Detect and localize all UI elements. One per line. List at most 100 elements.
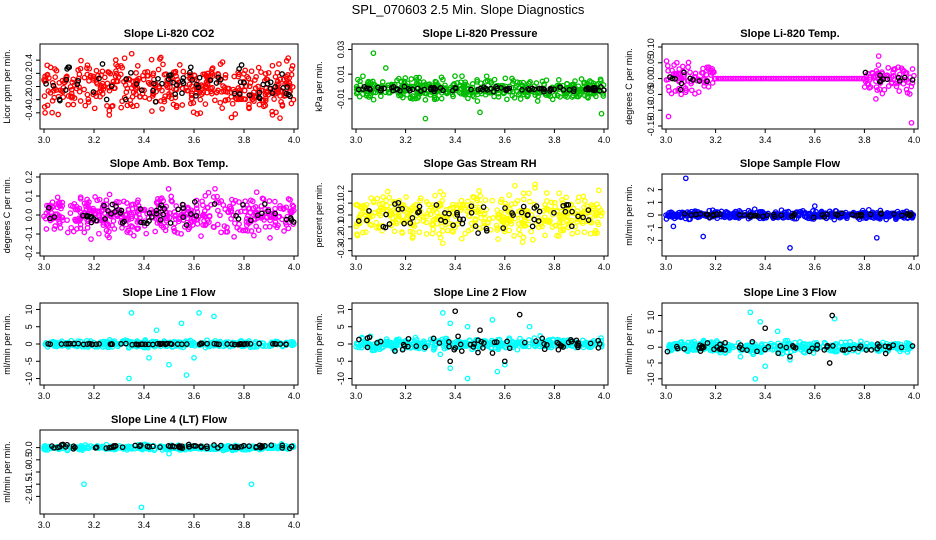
data-point-selected bbox=[47, 341, 54, 348]
data-point-selected bbox=[364, 217, 370, 224]
data-point-all bbox=[149, 108, 155, 114]
data-point-all bbox=[464, 82, 470, 89]
data-point-all bbox=[121, 198, 127, 205]
data-point-selected bbox=[585, 217, 592, 223]
data-point-outlier bbox=[370, 50, 377, 57]
data-point-outlier bbox=[665, 113, 672, 120]
data-point-all bbox=[424, 87, 431, 94]
data-point-selected bbox=[238, 340, 244, 347]
data-point-all bbox=[155, 66, 162, 73]
data-point-selected bbox=[75, 78, 81, 84]
data-point-all bbox=[222, 72, 229, 78]
data-point-all bbox=[274, 69, 281, 76]
data-point-flat bbox=[818, 75, 825, 82]
data-point-all bbox=[495, 214, 501, 221]
data-point-all bbox=[255, 206, 261, 213]
data-point-all bbox=[99, 80, 106, 87]
panel-3: Slope Li-820 Temp.degrees C per min.3.0 3… bbox=[624, 28, 920, 145]
data-point-all bbox=[428, 339, 435, 346]
data-point-selected bbox=[137, 206, 144, 212]
data-point-all bbox=[584, 93, 591, 100]
data-point-all bbox=[395, 211, 402, 218]
data-point-selected bbox=[123, 340, 129, 347]
data-point-edges bbox=[909, 80, 916, 86]
y-tick-label: 5 bbox=[646, 329, 656, 334]
data-point-selected bbox=[287, 93, 293, 100]
data-point-all bbox=[484, 219, 491, 226]
data-point-outlier bbox=[826, 360, 833, 366]
data-point-selected bbox=[810, 214, 817, 221]
x-tick-label: 3.6 bbox=[499, 262, 512, 272]
data-point-all bbox=[258, 69, 264, 75]
data-point-outlier bbox=[196, 310, 202, 316]
data-point-all bbox=[458, 79, 464, 86]
data-point-selected bbox=[175, 206, 182, 213]
data-point-selected bbox=[113, 203, 119, 210]
data-point-outlier bbox=[382, 65, 389, 71]
y-tick-label: 0.01 bbox=[336, 65, 346, 83]
data-point-selected bbox=[96, 341, 102, 347]
data-point-all bbox=[525, 190, 532, 197]
x-tick-label: 3.0 bbox=[38, 262, 51, 272]
data-point-all bbox=[124, 102, 131, 109]
data-point-all bbox=[403, 194, 409, 200]
data-point-all bbox=[459, 73, 465, 80]
panel-4: Slope Amb. Box Temp.degrees C per min.3.… bbox=[2, 158, 300, 272]
data-point-all bbox=[255, 227, 262, 234]
data-point-edges bbox=[664, 62, 671, 69]
data-point-selected bbox=[544, 342, 550, 348]
data-point-all bbox=[165, 186, 172, 192]
data-point-all bbox=[353, 340, 360, 347]
data-point-selected bbox=[569, 208, 575, 215]
data-point-all bbox=[495, 236, 501, 242]
x-tick-label: 3.8 bbox=[548, 262, 561, 272]
y-tick-label: 0.0 bbox=[24, 80, 34, 93]
data-point-outlier bbox=[477, 109, 483, 116]
data-point-all bbox=[150, 90, 156, 97]
data-point-all bbox=[407, 228, 414, 235]
data-point-all bbox=[220, 202, 227, 208]
data-point-all bbox=[383, 336, 390, 342]
data-point-selected bbox=[193, 213, 200, 219]
x-tick-label: 4.0 bbox=[288, 520, 301, 530]
data-point-all bbox=[204, 204, 211, 211]
x-tick-label: 4.0 bbox=[598, 391, 611, 401]
data-point-selected bbox=[216, 341, 222, 348]
x-tick-label: 3.2 bbox=[88, 262, 101, 272]
data-point-selected bbox=[540, 86, 547, 92]
data-point-all bbox=[574, 229, 581, 236]
y-tick-label: -1 bbox=[646, 224, 656, 232]
data-point-all bbox=[160, 224, 167, 231]
data-point-selected bbox=[529, 85, 536, 92]
y-tick-label: -0.15 bbox=[646, 116, 656, 137]
data-point-selected bbox=[261, 201, 268, 207]
data-point-all bbox=[199, 198, 205, 205]
data-point-selected bbox=[901, 74, 908, 81]
data-point-all bbox=[200, 222, 206, 228]
data-point-all bbox=[180, 211, 187, 218]
data-point-all bbox=[576, 92, 583, 98]
data-point-outlier bbox=[762, 363, 769, 370]
data-point-all bbox=[416, 229, 423, 236]
data-point-edges bbox=[881, 86, 888, 93]
data-point-selected bbox=[405, 335, 412, 342]
x-tick-label: 3.2 bbox=[88, 391, 101, 401]
data-point-all bbox=[134, 219, 141, 225]
data-point-all bbox=[394, 338, 401, 344]
data-point-all bbox=[459, 203, 466, 210]
data-point-flat bbox=[770, 75, 777, 82]
data-point-selected bbox=[909, 77, 916, 83]
data-point-selected bbox=[571, 86, 577, 92]
data-point-all bbox=[161, 96, 167, 103]
data-point-all bbox=[210, 194, 217, 200]
x-tick-label: 4.0 bbox=[288, 262, 301, 272]
data-point-selected bbox=[589, 86, 595, 93]
data-point-selected bbox=[47, 215, 53, 222]
data-point-all bbox=[460, 82, 467, 89]
data-point-all bbox=[85, 99, 92, 105]
data-point-selected bbox=[151, 80, 157, 87]
data-point-all bbox=[533, 80, 540, 86]
data-point-all bbox=[369, 347, 376, 354]
data-point-all bbox=[51, 85, 58, 92]
x-tick-label: 3.0 bbox=[38, 135, 51, 145]
